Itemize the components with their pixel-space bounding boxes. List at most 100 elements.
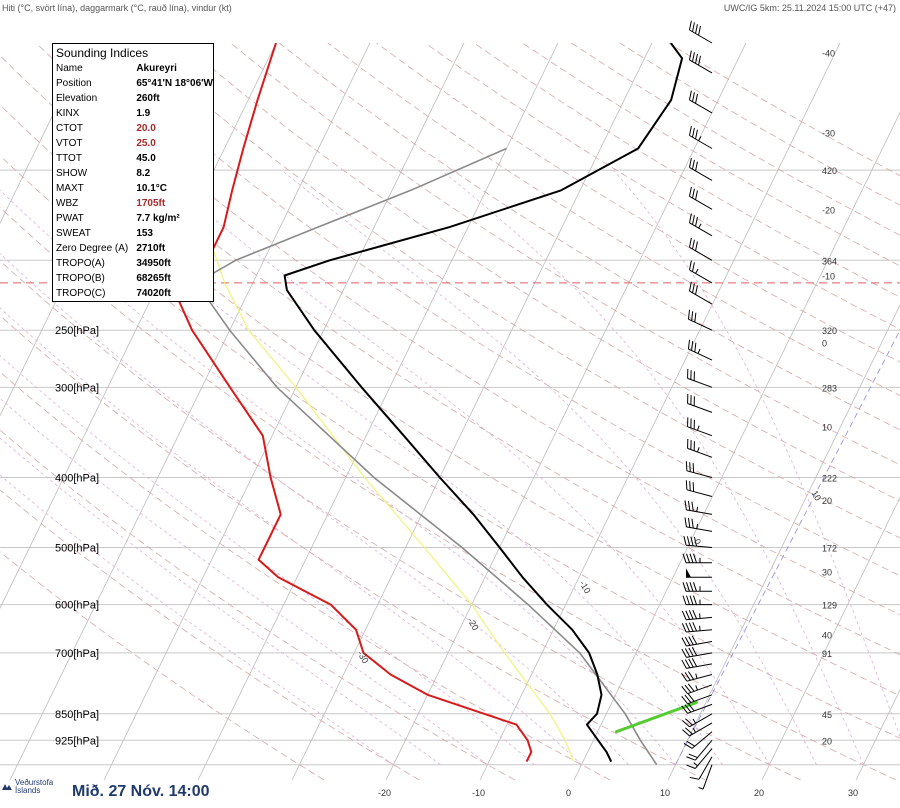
isotherm-line [761, 496, 900, 780]
wind-barb [683, 731, 713, 749]
x-tick-label: -10 [472, 788, 485, 798]
wind-barb [681, 671, 713, 682]
right-axis-label: 172 [822, 543, 837, 553]
indices-row: Name Akureyri [56, 61, 213, 76]
wind-barb-full [687, 703, 695, 712]
wind-barb-shaft [688, 318, 713, 331]
wind-barb-half [692, 727, 696, 733]
index-name: Name [56, 63, 83, 74]
wind-barb-full [688, 260, 692, 271]
indices-row: TROPO(B) 68265ft [56, 271, 213, 286]
wind-barb-full [683, 743, 693, 749]
wind-barb-full [692, 463, 695, 473]
wet-bulb-line [186, 43, 575, 762]
index-value: 7.7 kg/m² [136, 213, 180, 224]
index-name: WBZ [56, 198, 79, 209]
wind-barb-shaft [694, 748, 713, 769]
wind-barb [681, 693, 713, 705]
wind-barb [688, 20, 713, 44]
wind-barb-full [693, 582, 697, 592]
wind-barb-shaft [689, 290, 713, 305]
wind-barb [683, 535, 713, 548]
wind-barb [686, 739, 713, 761]
wind-barb-half [692, 718, 696, 724]
indices-row: Zero Degree (A) 2710ft [56, 241, 213, 256]
index-value: 74020ft [136, 288, 171, 299]
wind-barb-full [684, 500, 687, 510]
wind-barb-full [693, 553, 697, 563]
wind-barb-shaft [689, 222, 713, 237]
wind-barb [686, 748, 713, 769]
wind-barb-half [698, 786, 704, 790]
wind-barb-shaft [686, 509, 713, 515]
wind-barb-full [692, 52, 695, 62]
right-axis-label: 222 [822, 474, 837, 484]
index-value: 1.9 [136, 108, 151, 119]
wind-barb-full [691, 311, 694, 321]
index-value: 1705ft [136, 198, 166, 209]
wind-barb-full [684, 648, 691, 658]
wind-barb [681, 703, 713, 714]
isotherm-line [479, 43, 841, 780]
index-name: Zero Degree (A) [56, 243, 129, 254]
wind-barb-shaft [686, 526, 713, 532]
x-tick-label: 0 [566, 788, 571, 798]
dry-adiabat [0, 155, 900, 739]
wind-barb-full [698, 25, 701, 36]
wind-barb-full [695, 161, 698, 172]
dry-adiabat [0, 55, 900, 656]
mixing-ratio-line [675, 330, 900, 765]
wind-barb-shaft [689, 269, 713, 284]
wind-barb-full [681, 637, 687, 647]
wind-barb-full [684, 517, 687, 527]
isotherm-line [9, 43, 371, 780]
wind-barb-shaft [689, 195, 713, 210]
wind-barb-full [681, 659, 687, 669]
index-name: TROPO(B) [56, 273, 105, 284]
moist-adiabat [0, 437, 441, 766]
wind-barb-full [691, 647, 698, 656]
wind-barb-full [688, 50, 692, 61]
wind-barb-shaft [687, 403, 713, 413]
index-name: CTOT [56, 123, 84, 134]
wind-barb-shaft [702, 764, 713, 790]
wind-barb-full [681, 673, 688, 682]
wind-barb-half [695, 673, 698, 679]
wind-barb-full [688, 186, 692, 197]
wind-barb-full [691, 658, 698, 667]
wind-barb [681, 683, 713, 695]
sounding-indices-panel: Sounding Indices Name Akureyri Position 65°… [52, 43, 214, 302]
right-axis-label: 91 [822, 649, 832, 659]
wind-barb-full [684, 672, 691, 681]
wind-barb-full [687, 309, 691, 320]
wind-barb [687, 417, 713, 437]
wind-barb-full [695, 216, 698, 227]
indices-row: TROPO(A) 34950ft [56, 256, 213, 271]
isotherm-label: 0 [692, 537, 703, 546]
index-value: 68265ft [136, 273, 171, 284]
wind-barb-half [693, 762, 698, 767]
wind-barb-shaft [686, 663, 713, 669]
wind-barb [684, 517, 713, 532]
wind-barb-shaft [687, 447, 713, 458]
wind-barb [681, 635, 713, 647]
surface-marker [614, 701, 698, 734]
index-name: TROPO(C) [56, 288, 106, 299]
wind-barb-shaft [687, 694, 713, 705]
right-axis-label: -40 [822, 48, 835, 58]
indices-row: MAXT 10.1°C [56, 181, 213, 196]
wind-barb-full [688, 158, 692, 168]
wind-barb-full [687, 501, 691, 511]
wind-barb-full [681, 695, 688, 705]
dry-adiabat [0, 104, 900, 697]
index-value: 2710ft [136, 243, 166, 254]
index-name: TROPO(A) [56, 258, 105, 269]
pressure-label: 300[hPa] [55, 382, 99, 394]
isotherm-line [667, 304, 900, 780]
wind-barb-shaft [687, 377, 713, 388]
indices-row: Elevation 260ft [56, 91, 213, 106]
right-axis-label: -10 [822, 272, 835, 282]
wind-barb-full [692, 92, 695, 102]
wind-barb-full [691, 341, 694, 351]
wind-barb-shaft [689, 135, 713, 149]
